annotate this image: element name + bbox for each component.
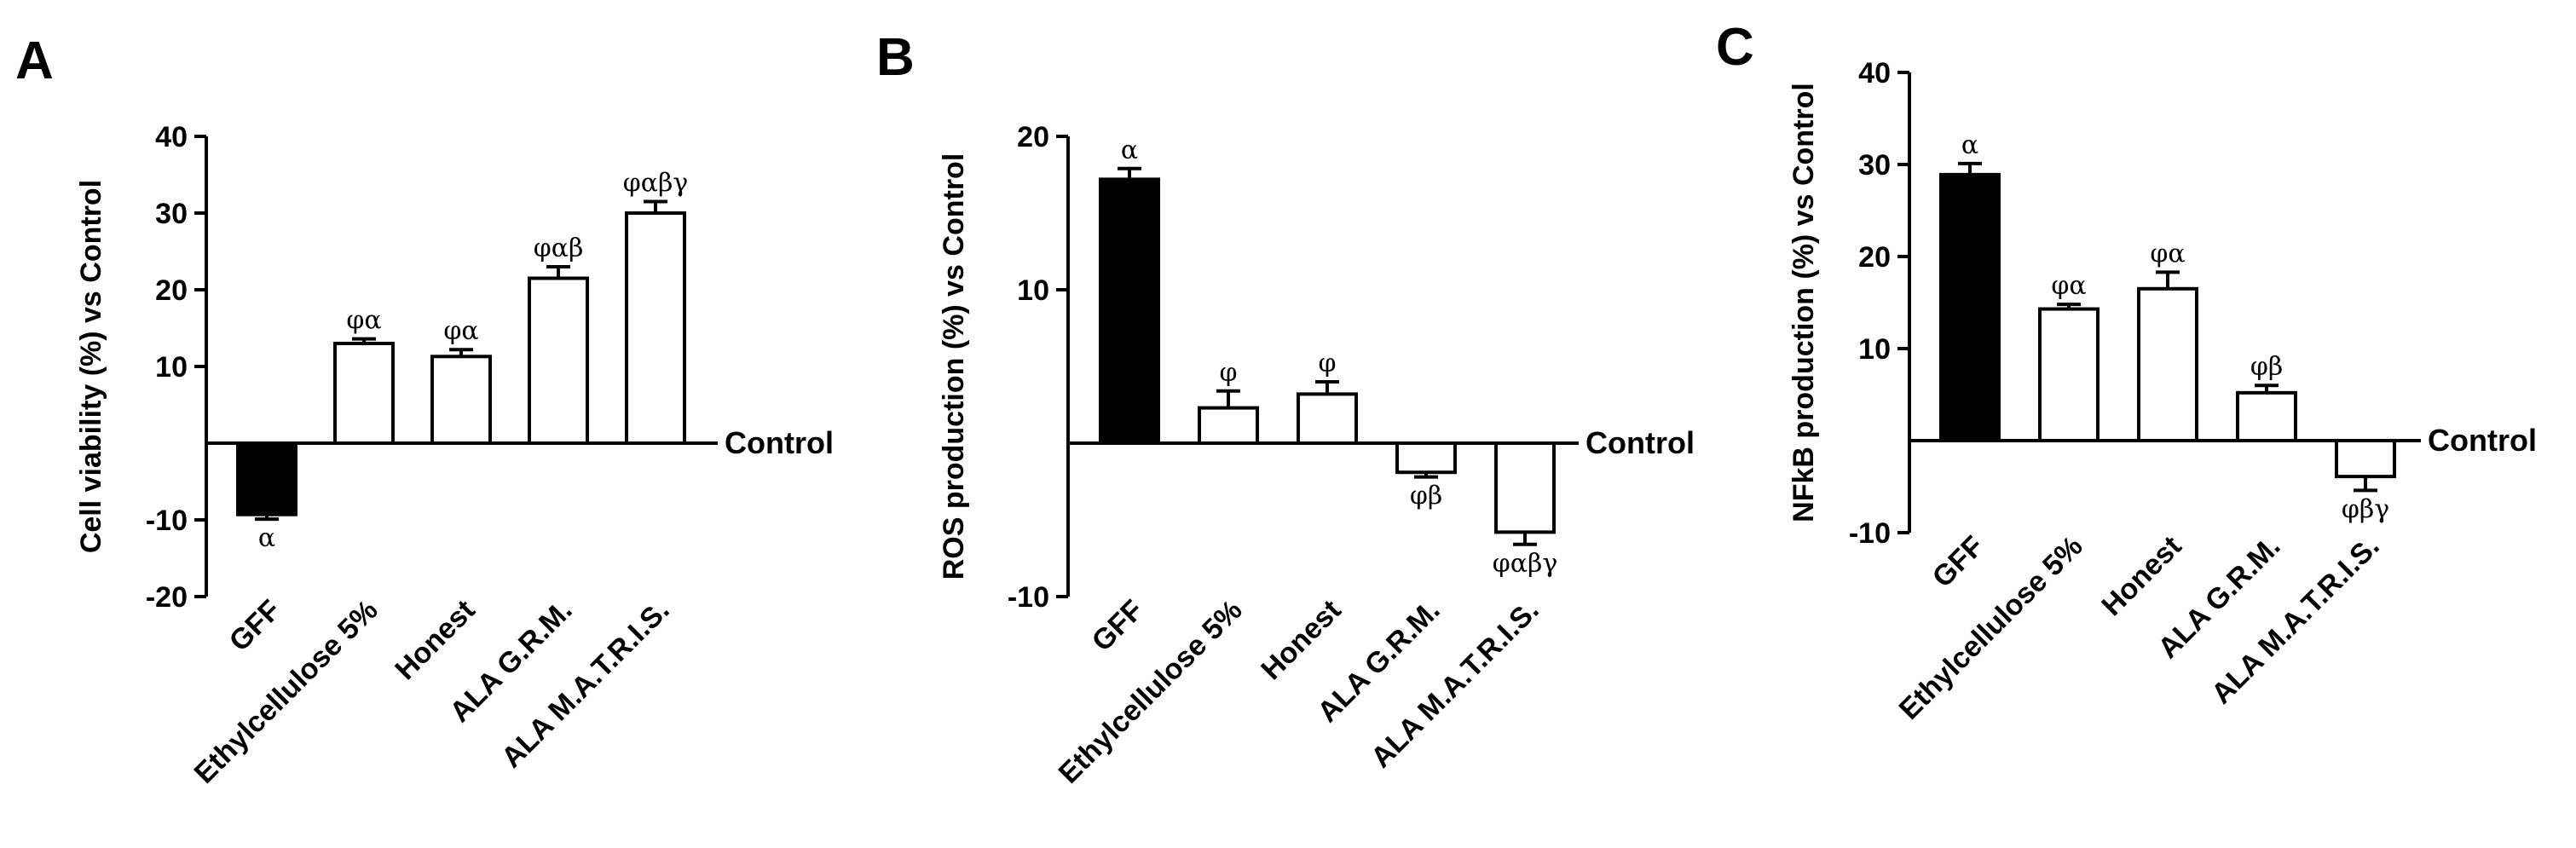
y-tick-label: 40	[155, 121, 188, 153]
y-tick-label: 30	[155, 198, 188, 230]
significance-label: φα	[2051, 271, 2086, 301]
reference-label: Control	[1585, 425, 1695, 460]
category-label: Honest	[389, 594, 481, 686]
significance-label: φ	[1219, 358, 1237, 388]
significance-label: φαβγ	[1493, 549, 1558, 579]
significance-label: φ	[1318, 349, 1336, 378]
significance-label: φαβ	[534, 234, 584, 263]
panel-letter: B	[876, 28, 915, 87]
bar	[2038, 307, 2099, 442]
bar	[1099, 177, 1160, 445]
category-label: Ethylcellulose 5%	[188, 594, 384, 790]
y-tick-label: 10	[1017, 274, 1049, 307]
y-tick-label: 20	[1858, 241, 1891, 274]
significance-label: φβ	[2250, 352, 2283, 382]
category-label: ALA M.A.T.R.I.S.	[1365, 594, 1545, 775]
y-axis-label: Cell viability (%) vs Control	[75, 180, 107, 553]
y-tick-label: -20	[146, 581, 188, 614]
bar	[1494, 441, 1556, 534]
bar	[1297, 392, 1358, 445]
significance-label: φα	[443, 316, 478, 346]
reference-label: Control	[725, 425, 834, 460]
category-label: ALA M.A.T.R.I.S.	[495, 594, 676, 775]
significance-label: α	[1121, 136, 1138, 165]
chart-panel-c: C -10 10 20 30 40 NFkB production (%) vs Contr…	[1716, 18, 2537, 726]
significance-label: α	[258, 523, 275, 553]
chart-panel-b: B -10 10 20 ROS production (%) vs Control α GF…	[876, 28, 1695, 790]
category-label: ALA M.A.T.R.I.S.	[2205, 530, 2386, 711]
category-label: Ethylcellulose 5%	[1893, 530, 2089, 726]
category-label: GFF	[223, 594, 287, 658]
significance-label: α	[1961, 130, 1978, 160]
y-axis-label: ROS production (%) vs Control	[938, 153, 970, 580]
bar	[528, 276, 589, 445]
y-tick-label: 20	[1017, 121, 1049, 153]
bar	[1198, 406, 1259, 446]
bar	[1395, 441, 1457, 475]
category-label: Honest	[2095, 530, 2187, 622]
significance-label: φβγ	[2342, 494, 2389, 524]
significance-label: φαβγ	[623, 169, 689, 199]
bar	[1939, 172, 2001, 442]
bar	[2137, 286, 2198, 442]
bar	[2335, 439, 2396, 479]
bar	[2236, 390, 2297, 442]
panel-letter: C	[1716, 18, 1754, 77]
y-tick-label: -10	[146, 505, 188, 537]
category-label: GFF	[1086, 594, 1150, 658]
significance-label: φβ	[1410, 482, 1442, 511]
category-label: Honest	[1255, 594, 1347, 686]
y-tick-label: -10	[1008, 581, 1049, 614]
panel-letter: A	[15, 32, 54, 90]
bar	[333, 342, 395, 445]
category-label: GFF	[1926, 530, 1990, 594]
y-tick-label: 10	[1858, 333, 1891, 366]
y-tick-label: 30	[1858, 149, 1891, 182]
y-tick-label: 20	[155, 274, 188, 307]
bar	[625, 211, 686, 445]
y-tick-label: 40	[1858, 57, 1891, 89]
category-label: Ethylcellulose 5%	[1053, 594, 1249, 790]
y-tick-label: -10	[1849, 517, 1891, 550]
bar	[236, 441, 297, 516]
bar	[430, 355, 492, 445]
reference-label: Control	[2428, 423, 2537, 458]
significance-label: φα	[2150, 239, 2185, 268]
y-axis-label: NFkB production (%) vs Control	[1788, 83, 1820, 522]
y-tick-label: 10	[155, 351, 188, 384]
significance-label: φα	[346, 306, 381, 336]
chart-panel-a: A -20 -10 10 20 30 40 Cell viability (%) vs Con…	[15, 32, 834, 790]
